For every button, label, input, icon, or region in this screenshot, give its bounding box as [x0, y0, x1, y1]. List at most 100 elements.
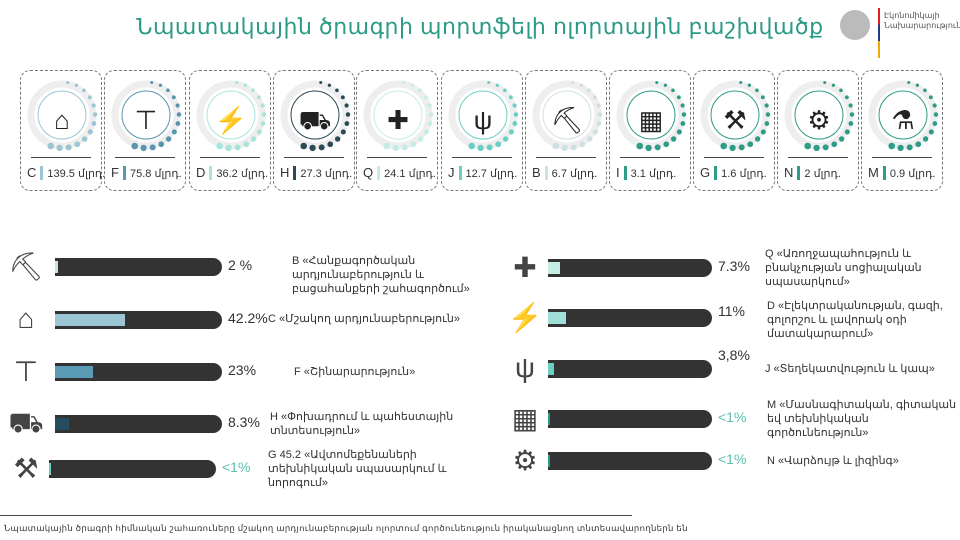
ring-dot	[897, 144, 904, 152]
ring-dot	[508, 95, 513, 100]
ring-dot	[256, 129, 262, 135]
crane-icon: ⊤	[13, 356, 39, 387]
share-bar-track	[548, 259, 712, 277]
ring-dot	[655, 81, 659, 85]
ring-dot	[844, 95, 849, 100]
ring-gauge	[196, 80, 267, 152]
tools-icon: ⚙	[512, 445, 538, 476]
ring-gauge	[363, 80, 434, 152]
ring-dot	[410, 141, 417, 148]
ring-dot	[764, 103, 769, 108]
ring-dot	[592, 129, 598, 135]
sector-card-Q: ✚ Q 24.1 մլրդ.	[356, 70, 438, 191]
ring-gauge	[616, 80, 687, 152]
ring-dot	[87, 129, 93, 135]
sector-code: C	[27, 165, 37, 180]
ring-dot	[928, 129, 934, 135]
share-bar-fill	[548, 312, 567, 324]
ring-dot	[165, 136, 172, 142]
color-marker	[293, 166, 297, 180]
color-marker	[377, 166, 381, 180]
color-marker	[882, 166, 886, 180]
sector-description: Q «Առողջապահություն և բնակչության սոցիալ…	[765, 248, 922, 288]
ring-dot	[923, 88, 927, 93]
car-repair-icon: ⚒	[723, 105, 747, 135]
ring-dot	[848, 121, 854, 126]
ring-dot	[158, 141, 165, 148]
ring-dot	[587, 88, 591, 93]
ring-dot	[150, 81, 154, 85]
ring-inner	[626, 90, 676, 140]
sector-description: M «Մասնագիտական, գիտական եվ տեխնիկական գ…	[767, 399, 957, 439]
ring-dot	[91, 121, 97, 126]
share-bar-fill	[49, 463, 51, 475]
ring-dot	[175, 121, 181, 126]
share-percent: <1%	[222, 459, 251, 475]
ring-dot	[663, 141, 670, 148]
sector-amount: 0.9 մլրդ.	[889, 168, 936, 180]
card-divider	[367, 157, 427, 158]
color-marker	[623, 166, 627, 180]
ring-dot	[327, 83, 332, 87]
ring-dot	[831, 83, 836, 87]
ring-dot	[417, 136, 424, 142]
ring-dot	[579, 83, 584, 87]
color-marker	[209, 166, 213, 180]
ring-dot	[747, 141, 754, 148]
card-divider	[200, 157, 260, 158]
ring-dot	[888, 142, 896, 150]
ring-dot	[804, 142, 812, 150]
ring-dot	[56, 144, 63, 152]
ring-dot	[66, 81, 70, 85]
mining-icon: ⛏	[550, 105, 584, 135]
card-label: I 3.1 մլրդ.	[616, 165, 676, 180]
card-label: G 1.6 մլրդ.	[700, 165, 767, 180]
share-bar-track	[55, 415, 222, 433]
ring-dot	[676, 129, 682, 135]
ring-dot	[570, 144, 577, 151]
ring-dot	[327, 141, 334, 148]
share-bar-track	[55, 363, 222, 381]
sector-code: J	[448, 165, 455, 180]
ring-dot	[392, 144, 399, 152]
ring-dot	[596, 103, 601, 108]
card-divider	[31, 157, 91, 158]
ring-dot	[495, 83, 500, 87]
card-divider	[452, 157, 512, 158]
flag-stripe	[878, 8, 880, 58]
ring-dot	[561, 144, 568, 152]
color-marker	[544, 166, 548, 180]
share-percent: 8.3%	[228, 414, 260, 430]
footer-note: Նպատակային ծրագրի հիմնական շահառուները մ…	[4, 523, 688, 533]
crane-icon: ⊤	[134, 105, 158, 135]
sector-card-F: ⊤ F 75.8 մլրդ.	[104, 70, 186, 191]
sector-description: J «Տեղեկատվություն և կապ»	[765, 363, 935, 375]
ring-dot	[915, 83, 920, 87]
ring-dot	[140, 144, 147, 152]
ring-dot	[645, 144, 652, 152]
ring-inner	[121, 90, 171, 140]
ring-dot	[636, 142, 644, 150]
ring-dot	[235, 81, 239, 85]
ring-inner	[458, 90, 508, 140]
sector-description: C «Մշակող արդյունաբերություն»	[268, 313, 461, 325]
footer-divider	[0, 515, 632, 516]
share-bar-track	[49, 460, 216, 478]
ring-dot	[513, 112, 519, 117]
sector-description: N «Վարձույթ և լիզինգ»	[767, 455, 899, 467]
ring-dot	[933, 112, 939, 117]
card-label: C 139.5 մլրդ.	[27, 165, 105, 180]
ring-dot	[681, 112, 687, 117]
card-label: F 75.8 մլրդ.	[111, 165, 182, 180]
ring-dot	[175, 103, 180, 108]
sector-card-J: ψ J 12.7 մլրդ.	[441, 70, 523, 191]
ring-dot	[487, 81, 491, 85]
truck-icon: ⛟	[298, 105, 332, 135]
ring-dot	[340, 95, 345, 100]
sector-code: I	[616, 165, 620, 180]
sector-card-B: ⛏ B 6.7 մլրդ.	[525, 70, 607, 191]
ring-dot	[131, 142, 139, 150]
card-label: N 2 մլրդ.	[784, 165, 841, 180]
ring-dot	[502, 136, 509, 142]
ring-dot	[552, 142, 560, 150]
